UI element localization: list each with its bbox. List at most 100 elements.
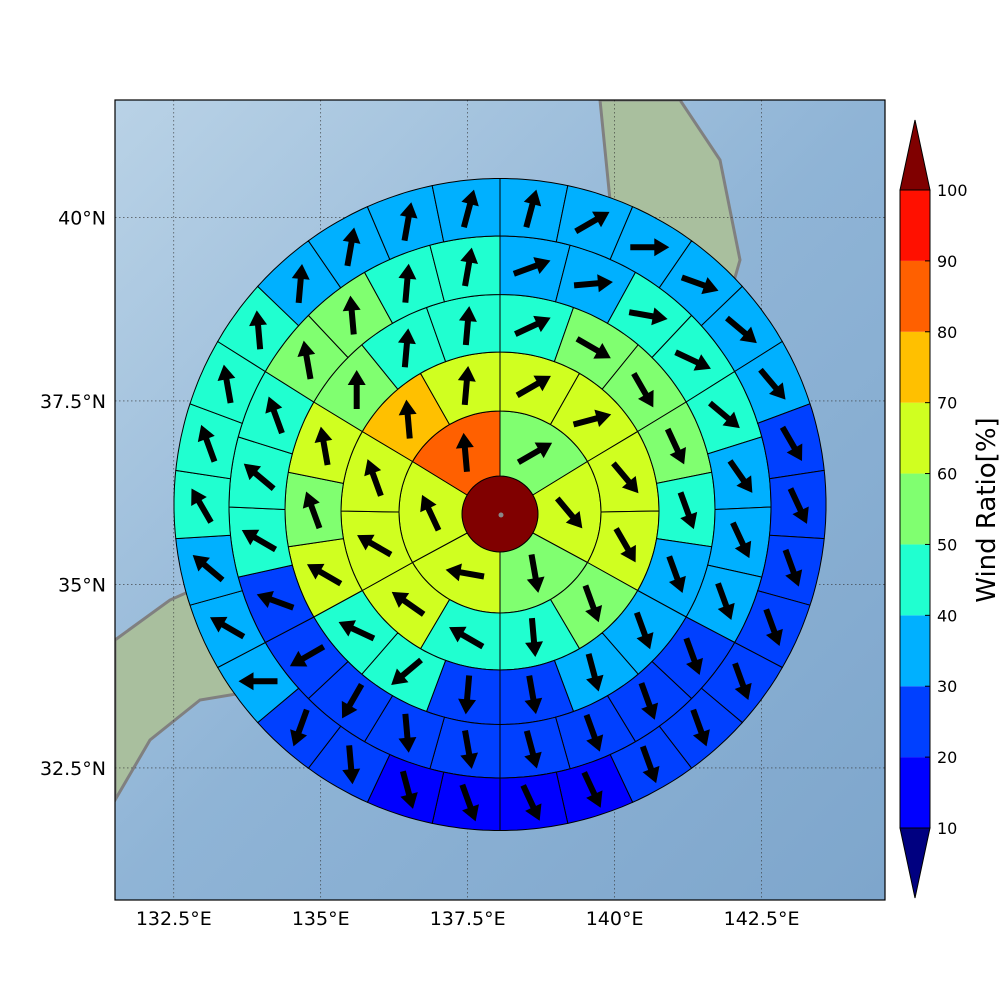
colorbar-swatch (900, 190, 930, 261)
wind-arrow (523, 189, 542, 229)
wind-arrow (342, 745, 361, 785)
colorbar-swatch (900, 757, 930, 828)
colorbar-tick-label: 60 (937, 465, 957, 484)
wind-arrow (526, 553, 545, 593)
wind-arrow (727, 459, 753, 493)
wind-arrow (217, 364, 236, 404)
wind-arrow (515, 375, 551, 398)
wind-arrow (715, 582, 735, 620)
wind-arrow (341, 683, 365, 719)
wind-arrow (289, 644, 326, 667)
wind-arrow (683, 637, 703, 675)
wind-arrow (638, 682, 659, 720)
wind-arrow (398, 713, 417, 753)
wind-arrow (520, 784, 542, 821)
center-dot (498, 512, 504, 518)
colorbar-tick-label: 20 (937, 748, 957, 767)
colorbar-tick-label: 90 (937, 252, 957, 271)
wind-arrow (338, 620, 376, 642)
polar-sectors (173, 178, 827, 831)
wind-arrow (241, 529, 278, 553)
x-tick-label: 142.5°E (724, 908, 800, 930)
wind-arrow (460, 247, 479, 287)
wind-arrow (730, 521, 752, 559)
wind-arrow (666, 555, 686, 593)
wind-arrow (708, 400, 740, 429)
wind-arrow (782, 548, 803, 587)
colorbar-under (899, 827, 931, 899)
colorbar-frame (899, 189, 931, 829)
wind-arrow (732, 662, 752, 700)
y-tick-label: 35°N (58, 574, 106, 596)
wind-arrow (585, 653, 604, 692)
wind-arrow (639, 745, 660, 784)
y-tick-label: 37.5°N (40, 391, 106, 413)
wind-arrow (680, 274, 719, 295)
y-tick-label: 32.5°N (40, 758, 106, 780)
wind-arrow (582, 584, 603, 623)
wind-arrows (191, 189, 809, 822)
wind-arrow (191, 488, 214, 524)
wind-arrow (399, 770, 418, 809)
x-tick-label: 137.5°E (430, 908, 506, 930)
wind-arrow (391, 591, 426, 617)
wind-arrow (297, 340, 316, 380)
wind-arrow (364, 459, 384, 497)
wind-arrow (725, 315, 757, 344)
y-tick-label: 40°N (58, 207, 106, 229)
wind-arrow (342, 295, 361, 335)
colorbar-swatch (900, 473, 930, 545)
wind-arrow (265, 396, 285, 435)
colorbar-tick-label: 30 (937, 677, 957, 696)
wind-arrow (458, 675, 477, 715)
wind-arrow (787, 487, 809, 524)
wind-arrow (573, 274, 613, 293)
wind-arrow (457, 365, 476, 406)
wind-arrow (574, 211, 610, 234)
wind-arrow (674, 349, 711, 371)
wind-arrow (342, 227, 361, 267)
wind-arrow (581, 771, 603, 808)
colorbar-tick-label: 50 (937, 535, 957, 554)
wind-arrow (763, 608, 783, 646)
colorbar-swatch (900, 544, 930, 616)
x-tick-label: 132.5°E (136, 908, 212, 930)
wind-arrow (399, 202, 418, 242)
colorbar-swatch (900, 331, 930, 403)
wind-arrow (398, 399, 417, 439)
wind-arrow (690, 708, 710, 747)
wind-arrow (460, 729, 479, 769)
wind-arrow (306, 563, 343, 587)
wind-arrow (575, 336, 611, 359)
wind-arrow (449, 626, 485, 650)
colorbar-tick-label: 70 (937, 394, 957, 413)
wind-arrow (455, 432, 474, 472)
wind-arrow (583, 713, 604, 752)
colorbar-swatch (900, 615, 930, 687)
wind-arrow (633, 611, 654, 650)
wind-arrow (243, 463, 276, 492)
wind-arrow (197, 424, 218, 463)
colorbar-over (899, 119, 931, 191)
wind-arrow (554, 496, 583, 529)
wind-arrow (514, 315, 551, 337)
wind-arrow (458, 306, 477, 346)
wind-arrow (238, 672, 278, 691)
wind-arrow (460, 189, 479, 229)
wind-arrow (630, 238, 670, 257)
colorbar-tick-label: 10 (937, 819, 957, 838)
wind-arrow (302, 491, 323, 530)
colorbar-tick-label: 100 (937, 181, 968, 200)
wind-arrow (290, 708, 310, 747)
x-tick-label: 140°E (586, 908, 644, 930)
wind-arrow (420, 494, 442, 532)
wind-arrow (459, 783, 479, 822)
wind-arrow (209, 616, 246, 640)
colorbar-swatch (900, 402, 930, 474)
wind-arrow (758, 367, 786, 400)
wind-arrow (291, 263, 310, 304)
wind-arrow (524, 675, 543, 715)
x-tick-label: 135°E (292, 908, 350, 930)
wind-arrow (391, 657, 423, 686)
